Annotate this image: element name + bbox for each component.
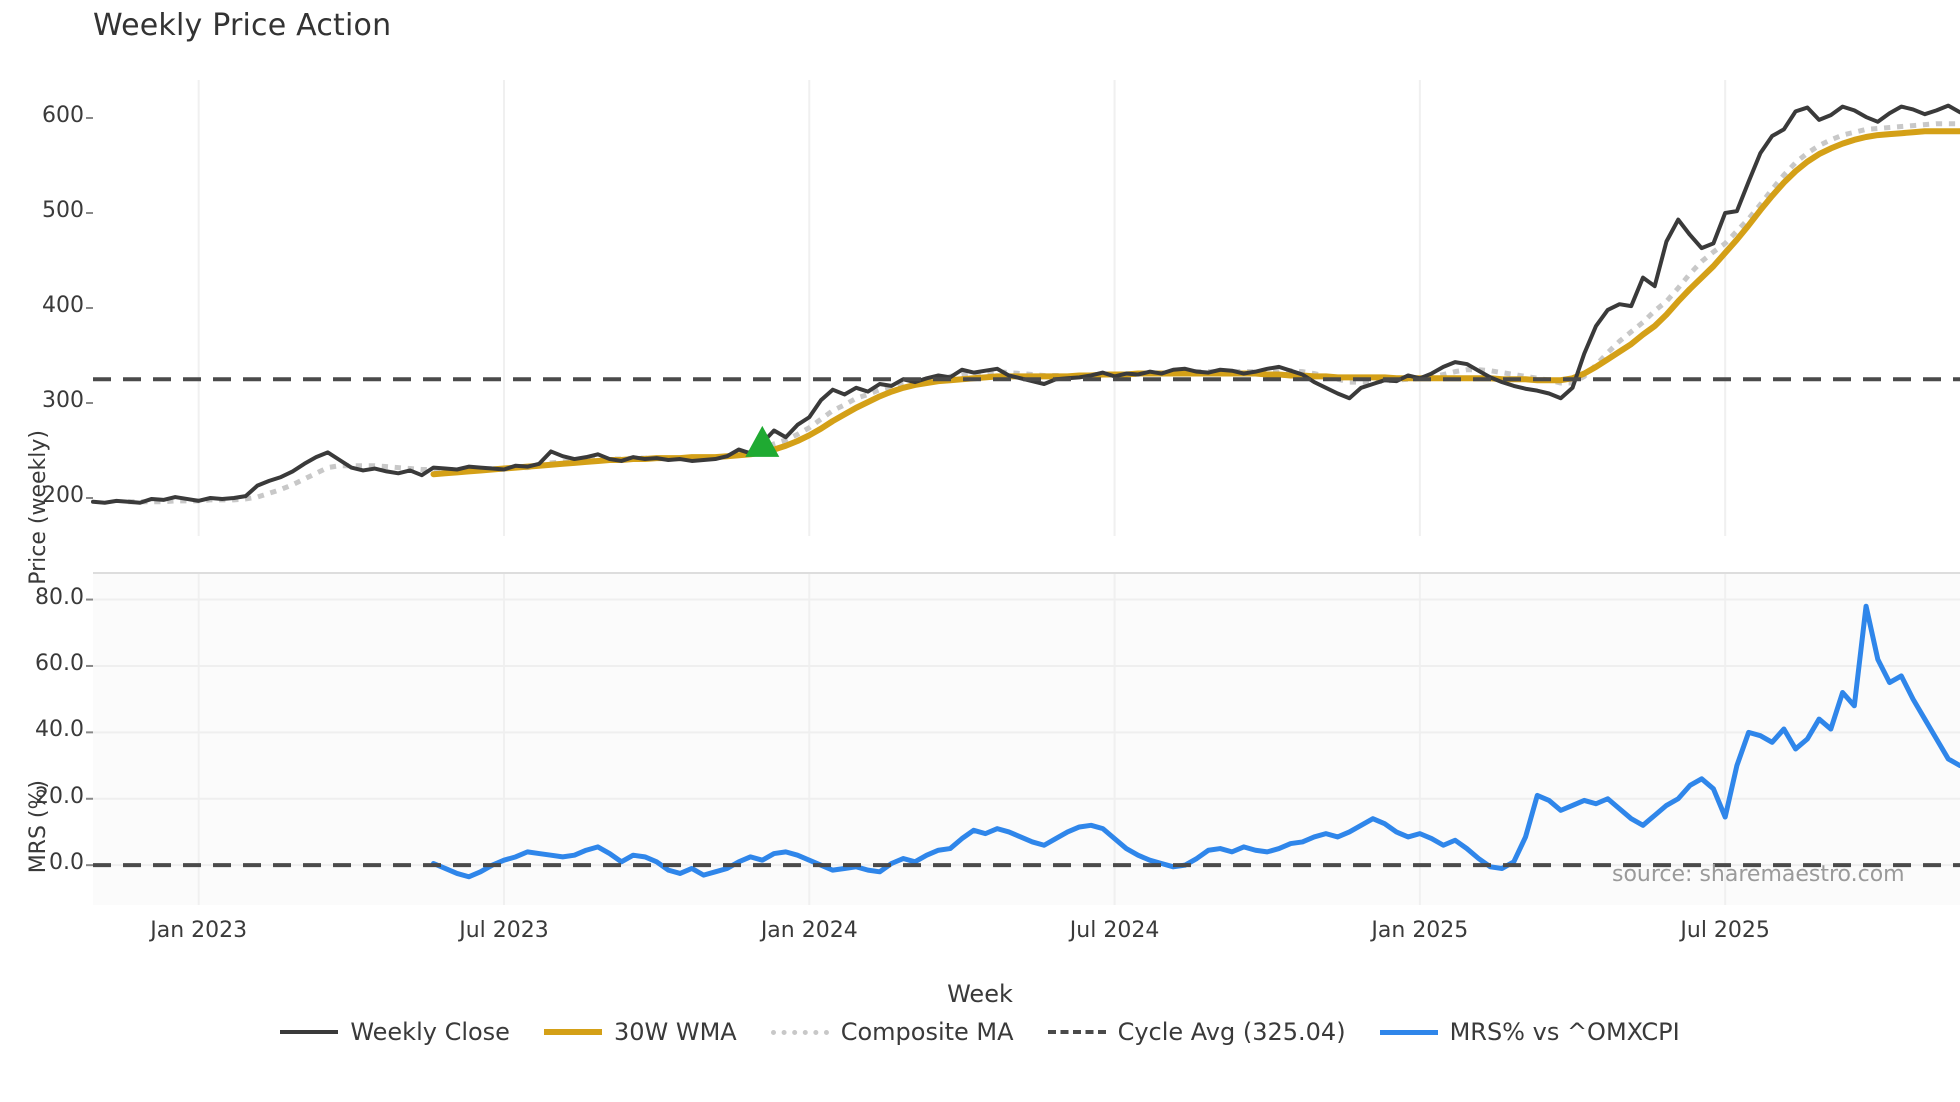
legend-item-composite-ma[interactable]: Composite MA [770, 1018, 1014, 1046]
legend-swatch-icon [770, 1029, 829, 1035]
legend-label: Weekly Close [350, 1018, 510, 1046]
legend-label: 30W WMA [613, 1018, 737, 1046]
price-y-tick-600: 600 [42, 103, 84, 128]
price-y-tick-200: 200 [42, 483, 84, 508]
mrs-y-tick-0: 0.0 [49, 850, 84, 876]
legend-item-30w-wma[interactable]: 30W WMA [543, 1018, 737, 1046]
mrs-y-tick-1: 20.0 [35, 783, 84, 809]
x-tick-jul-2023: Jul 2023 [459, 918, 549, 943]
page-title: Weekly Price Action [93, 8, 392, 43]
legend-swatch-icon [1379, 1029, 1438, 1035]
legend-item-mrs-vs-omxcpi[interactable]: MRS% vs ^OMXCPI [1379, 1018, 1680, 1046]
source-watermark: source: sharemaestro.com [1612, 862, 1905, 887]
price-y-tick-400: 400 [42, 293, 84, 318]
x-tick-jan-2024: Jan 2024 [760, 918, 858, 943]
mrs-y-tick-3: 60.0 [35, 650, 84, 676]
x-axis-label: Week [947, 980, 1013, 1008]
x-tick-jan-2025: Jan 2025 [1371, 918, 1469, 943]
gridlines [93, 80, 1960, 905]
legend-item-cycle-avg-325-04[interactable]: Cycle Avg (325.04) [1047, 1018, 1346, 1046]
series-mrs-pct [431, 603, 1960, 880]
price-y-tick-500: 500 [42, 198, 84, 223]
legend-label: MRS% vs ^OMXCPI [1449, 1018, 1680, 1046]
mrs-y-tick-2: 40.0 [35, 717, 84, 743]
legend-label: Composite MA [840, 1018, 1014, 1046]
legend-item-weekly-close[interactable]: Weekly Close [280, 1018, 510, 1046]
legend-swatch-icon [280, 1030, 339, 1034]
x-tick-jan-2023: Jan 2023 [150, 918, 248, 943]
chart-legend: Weekly Close 30W WMA Composite MA Cycle Avg… [0, 1018, 1960, 1046]
price-y-tick-300: 300 [42, 388, 84, 413]
x-tick-jul-2024: Jul 2024 [1069, 918, 1160, 943]
mrs-y-tick-4: 80.0 [35, 584, 84, 610]
buy-signal-marker-icon [745, 425, 780, 457]
x-tick-jul-2025: Jul 2025 [1680, 918, 1770, 943]
legend-swatch-icon [1047, 1030, 1106, 1034]
legend-label: Cycle Avg (325.04) [1117, 1018, 1346, 1046]
legend-swatch-icon [543, 1029, 602, 1035]
